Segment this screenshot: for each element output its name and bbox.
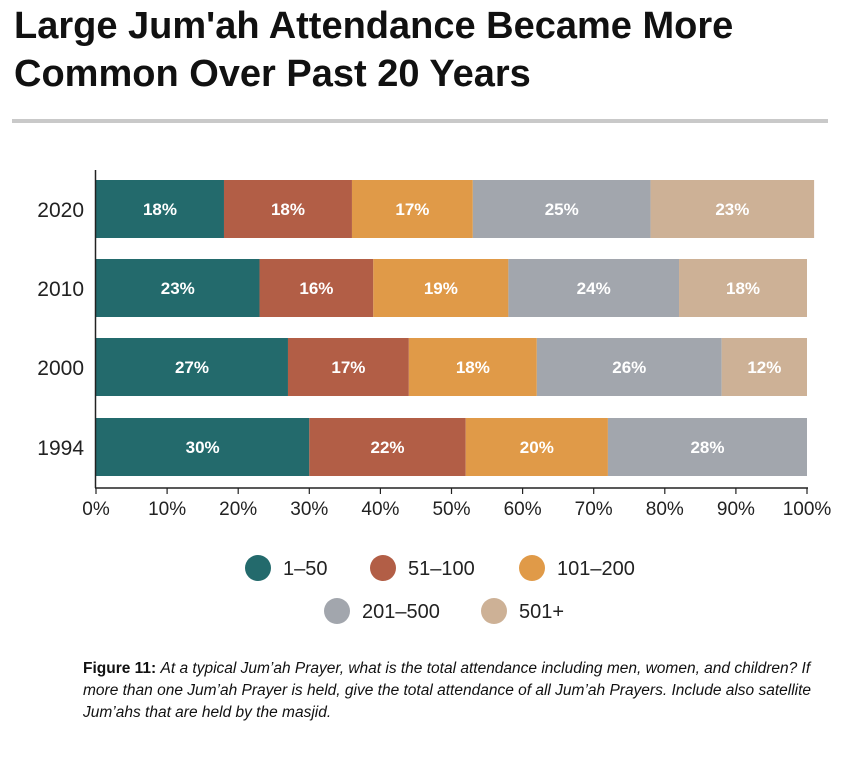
- data-label-2010-series-4: 24%: [577, 279, 611, 298]
- bar-segment-2020-series-3: [351, 180, 473, 238]
- figure-caption-text: At a typical Jum’ah Prayer, what is the …: [83, 660, 812, 721]
- bar-segment-2010-series-3: [373, 259, 509, 317]
- data-label-2020-series-4: 25%: [545, 200, 579, 219]
- x-tick-label-70: 70%: [575, 499, 613, 520]
- bar-segment-2020-series-5: [650, 180, 815, 238]
- legend-label-series-2: 51–100: [408, 558, 475, 580]
- x-tick-label-100: 100%: [783, 499, 832, 520]
- legend-swatch-series-5: [481, 598, 507, 624]
- category-label-2010: 2010: [37, 278, 84, 301]
- data-label-2000-series-3: 18%: [456, 358, 490, 377]
- data-label-2020-series-5: 23%: [715, 200, 749, 219]
- bar-segment-1994-series-1: [96, 418, 310, 476]
- x-tick-label-60: 60%: [504, 499, 542, 520]
- bar-segment-2010-series-1: [96, 259, 260, 317]
- data-label-2020-series-3: 17%: [395, 200, 429, 219]
- data-label-2000-series-1: 27%: [175, 358, 209, 377]
- data-label-1994-series-3: 20%: [520, 438, 554, 457]
- x-tick-label-30: 30%: [290, 499, 328, 520]
- data-label-2000-series-2: 17%: [331, 358, 365, 377]
- data-label-1994-series-1: 30%: [186, 438, 220, 457]
- bar-segment-1994-series-4: [607, 418, 807, 476]
- bar-segment-1994-series-2: [309, 418, 466, 476]
- bar-segment-2000-series-2: [287, 338, 409, 396]
- data-label-2010-series-2: 16%: [299, 279, 333, 298]
- bar-segment-2010-series-2: [259, 259, 374, 317]
- figure-caption-label: Figure 11:: [83, 660, 157, 677]
- category-label-2020: 2020: [37, 199, 84, 222]
- data-label-2000-series-4: 26%: [612, 358, 646, 377]
- x-tick-label-90: 90%: [717, 499, 755, 520]
- x-tick-label-20: 20%: [219, 499, 257, 520]
- legend-swatch-series-2: [370, 555, 396, 581]
- data-label-2020-series-1: 18%: [143, 200, 177, 219]
- data-label-2010-series-3: 19%: [424, 279, 458, 298]
- bar-segment-2020-series-2: [223, 180, 352, 238]
- figure-caption: Figure 11: At a typical Jum’ah Prayer, w…: [83, 658, 823, 724]
- bar-segment-2010-series-4: [508, 259, 680, 317]
- data-label-2000-series-5: 12%: [747, 358, 781, 377]
- legend-label-series-4: 201–500: [362, 601, 440, 623]
- legend-swatch-series-4: [324, 598, 350, 624]
- data-label-1994-series-2: 22%: [370, 438, 404, 457]
- category-label-1994: 1994: [37, 437, 84, 460]
- x-tick-label-50: 50%: [432, 499, 470, 520]
- legend-swatch-series-3: [519, 555, 545, 581]
- data-label-2020-series-2: 18%: [271, 200, 305, 219]
- category-label-2000: 2000: [37, 357, 84, 380]
- chart-title-line-2: Common Over Past 20 Years: [14, 53, 531, 95]
- x-tick-label-40: 40%: [361, 499, 399, 520]
- stacked-bar-chart: 18% 18% 17% 25% 23% 2020 23% 16% 19% 24% 18% 2010 27…: [37, 170, 832, 624]
- legend-swatch-series-1: [245, 555, 271, 581]
- chart-title: Large Jum'ah Attendance Became More Comm…: [14, 2, 733, 98]
- x-tick-label-10: 10%: [148, 499, 186, 520]
- bar-segment-1994-series-3: [465, 418, 608, 476]
- legend-label-series-3: 101–200: [557, 558, 635, 580]
- bar-segment-2020-series-4: [472, 180, 651, 238]
- data-label-2010-series-5: 18%: [726, 279, 760, 298]
- chart-title-line-1: Large Jum'ah Attendance Became More: [14, 5, 734, 47]
- bar-segment-2000-series-5: [721, 338, 807, 396]
- bar-segment-2000-series-4: [536, 338, 722, 396]
- data-label-2010-series-1: 23%: [161, 279, 195, 298]
- x-tick-label-80: 80%: [646, 499, 684, 520]
- title-divider: [12, 119, 828, 123]
- bar-segment-2020-series-1: [96, 180, 224, 238]
- legend-label-series-5: 501+: [519, 601, 564, 623]
- data-label-1994-series-4: 28%: [690, 438, 724, 457]
- bar-segment-2000-series-3: [408, 338, 537, 396]
- bar-segment-2000-series-1: [96, 338, 288, 396]
- x-tick-label-0: 0%: [82, 499, 110, 520]
- legend-label-series-1: 1–50: [283, 558, 328, 580]
- bar-segment-2010-series-5: [679, 259, 807, 317]
